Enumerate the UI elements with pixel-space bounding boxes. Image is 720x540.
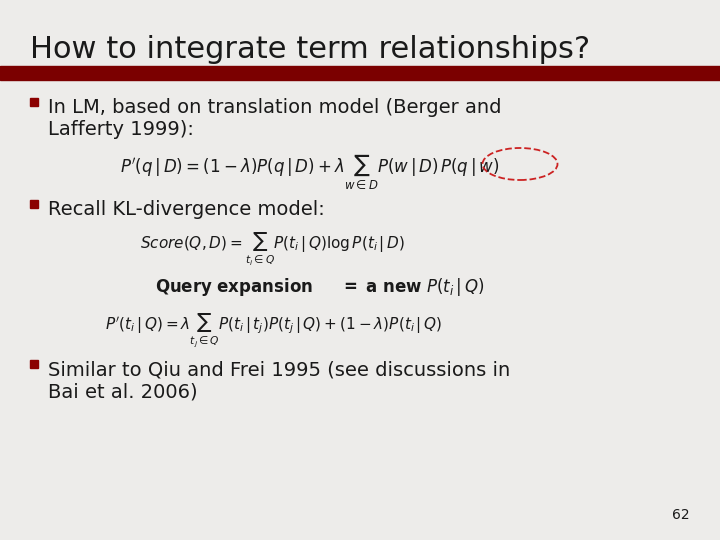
- Text: Recall KL-divergence model:: Recall KL-divergence model:: [48, 200, 325, 219]
- Text: $\mathbf{=\ a\ new}\ P(t_i\,|\,Q)$: $\mathbf{=\ a\ new}\ P(t_i\,|\,Q)$: [340, 276, 485, 298]
- Text: How to integrate term relationships?: How to integrate term relationships?: [30, 35, 590, 64]
- Text: Bai et al. 2006): Bai et al. 2006): [48, 382, 197, 401]
- Bar: [0, 66, 720, 80]
- Text: 62: 62: [672, 508, 690, 522]
- Bar: [30, 98, 38, 106]
- Text: $Score(Q,D) = \sum_{t_i \in Q} P(t_i\,|\,Q)\log P(t_i\,|\,D)$: $Score(Q,D) = \sum_{t_i \in Q} P(t_i\,|\…: [140, 232, 405, 268]
- Text: $P'(t_i\,|\,Q) = \lambda \sum_{t_j \in Q} P(t_i\,|\,t_j)P(t_j\,|\,Q) + (1-\lambd: $P'(t_i\,|\,Q) = \lambda \sum_{t_j \in Q…: [105, 312, 442, 349]
- Text: In LM, based on translation model (Berger and: In LM, based on translation model (Berge…: [48, 98, 502, 117]
- Text: Similar to Qiu and Frei 1995 (see discussions in: Similar to Qiu and Frei 1995 (see discus…: [48, 360, 510, 379]
- Bar: [30, 200, 38, 208]
- Bar: [30, 360, 38, 368]
- Text: $P'(q\,|\,D) = (1-\lambda)P(q\,|\,D) + \lambda \sum_{w \in D} P(w\,|\,D)\,P(q\,|: $P'(q\,|\,D) = (1-\lambda)P(q\,|\,D) + \…: [120, 152, 499, 191]
- Text: $\mathbf{Query\ expansion}$: $\mathbf{Query\ expansion}$: [155, 276, 313, 298]
- Text: Lafferty 1999):: Lafferty 1999):: [48, 120, 194, 139]
